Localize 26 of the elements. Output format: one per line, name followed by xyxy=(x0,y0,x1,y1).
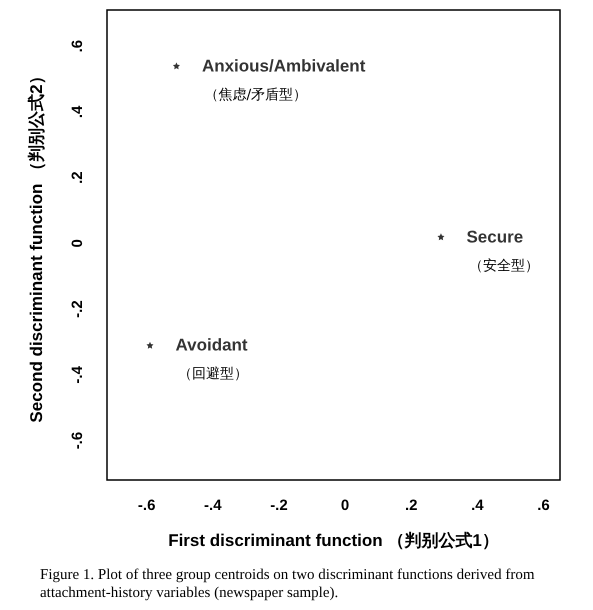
x-tick-label: -.4 xyxy=(204,497,222,514)
y-tick-label: .4 xyxy=(69,104,86,118)
y-tick-label: 0 xyxy=(69,239,86,248)
x-tick-label: .4 xyxy=(471,497,484,514)
annotation: （安全型） xyxy=(468,258,539,274)
series-label: Secure xyxy=(466,227,524,246)
x-tick-label: 0 xyxy=(340,497,350,514)
x-tick-label: .6 xyxy=(537,497,550,514)
x-tick-label: -.2 xyxy=(270,497,288,514)
x-tick-label: .2 xyxy=(404,497,418,514)
y-tick-label: .6 xyxy=(69,40,86,52)
y-axis-title: Second discriminant function （判别公式2） xyxy=(27,67,46,423)
point xyxy=(146,342,154,349)
caption: Figure 1. Plot of three group centroids on two discriminant functions derived from attachment-history variables (newspaper sample). xyxy=(40,567,538,601)
annotation: （焦虑/矛盾型） xyxy=(204,86,308,103)
point xyxy=(172,62,180,70)
x-axis-title: First discriminant function （判别公式1） xyxy=(168,531,499,550)
y-tick-label: -.4 xyxy=(69,365,86,384)
series-label: Anxious/Ambivalent xyxy=(202,56,366,76)
series-label: Avoidant xyxy=(175,336,248,355)
x-tick-label: -.6 xyxy=(138,497,156,514)
point xyxy=(437,233,444,240)
y-tick-label: -.2 xyxy=(69,300,86,318)
annotation: （回避型） xyxy=(178,366,248,382)
y-tick-label: .2 xyxy=(69,171,86,184)
y-tick-label: -.6 xyxy=(69,432,86,450)
